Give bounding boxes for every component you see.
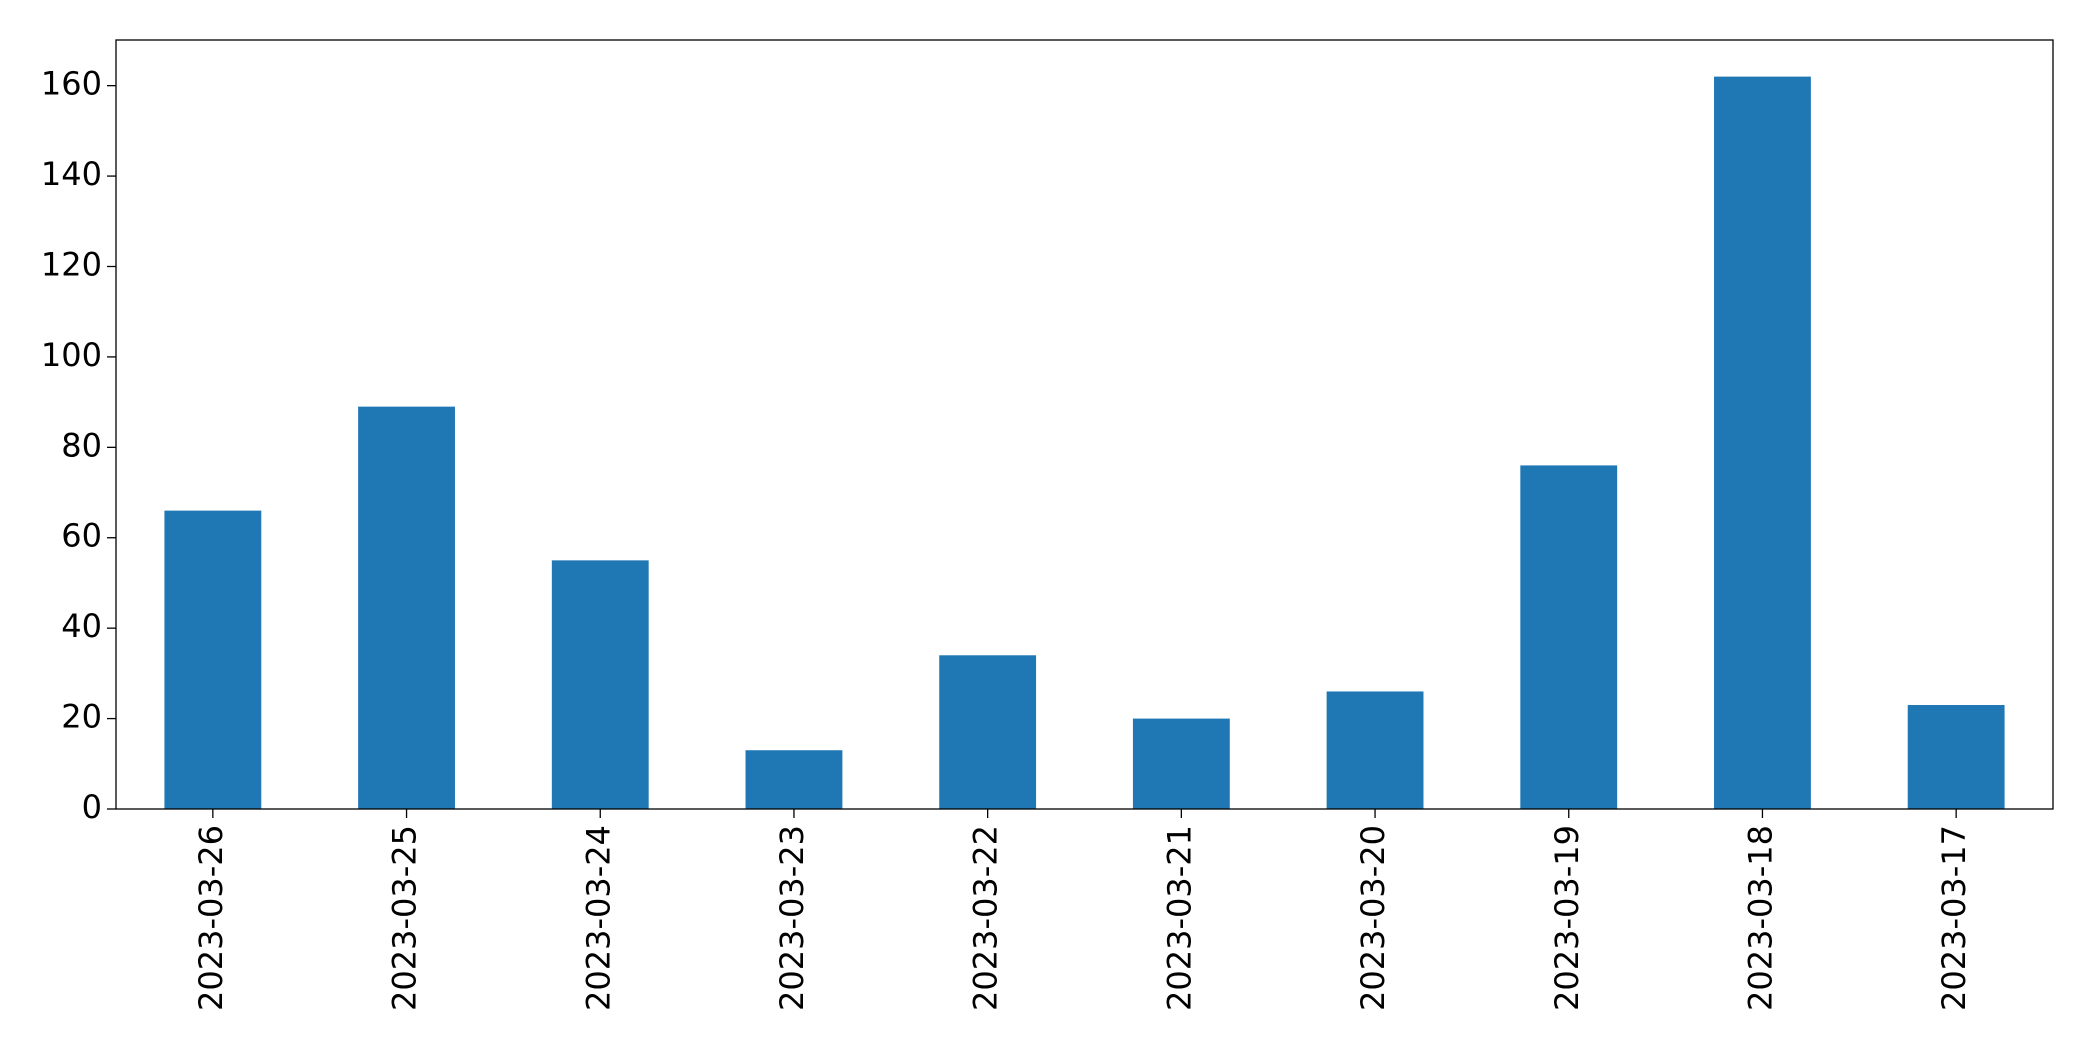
x-tick-label: 2023-03-24	[579, 825, 617, 1011]
y-tick-label: 40	[61, 607, 102, 645]
bar	[358, 406, 455, 809]
bar	[939, 655, 1037, 809]
bar	[164, 510, 262, 809]
y-tick-label: 60	[61, 517, 102, 555]
bar	[1907, 705, 2005, 809]
y-tick-label: 80	[61, 426, 102, 464]
bar	[1714, 76, 1811, 810]
y-tick-label: 120	[41, 245, 102, 283]
x-tick-label: 2023-03-21	[1160, 825, 1198, 1011]
x-tick-label: 2023-03-17	[1935, 825, 1973, 1011]
x-tick-label: 2023-03-23	[773, 825, 811, 1011]
y-tick-label: 160	[41, 65, 102, 103]
x-tick-label: 2023-03-22	[967, 825, 1005, 1011]
y-tick-label: 100	[41, 336, 102, 374]
bar	[551, 560, 649, 809]
x-tick-label: 2023-03-18	[1741, 825, 1779, 1011]
bar	[1326, 691, 1424, 809]
plot-frame	[115, 39, 2054, 810]
bar	[745, 750, 843, 809]
y-tick-label: 0	[82, 788, 102, 826]
x-tick-label: 2023-03-26	[192, 825, 230, 1011]
x-tick-label: 2023-03-20	[1354, 825, 1392, 1011]
x-tick-label: 2023-03-25	[386, 825, 424, 1011]
y-tick-label: 20	[61, 698, 102, 736]
x-tick-label: 2023-03-19	[1548, 825, 1586, 1011]
bar	[1520, 465, 1618, 809]
bar	[1132, 718, 1230, 809]
y-tick-label: 140	[41, 155, 102, 193]
